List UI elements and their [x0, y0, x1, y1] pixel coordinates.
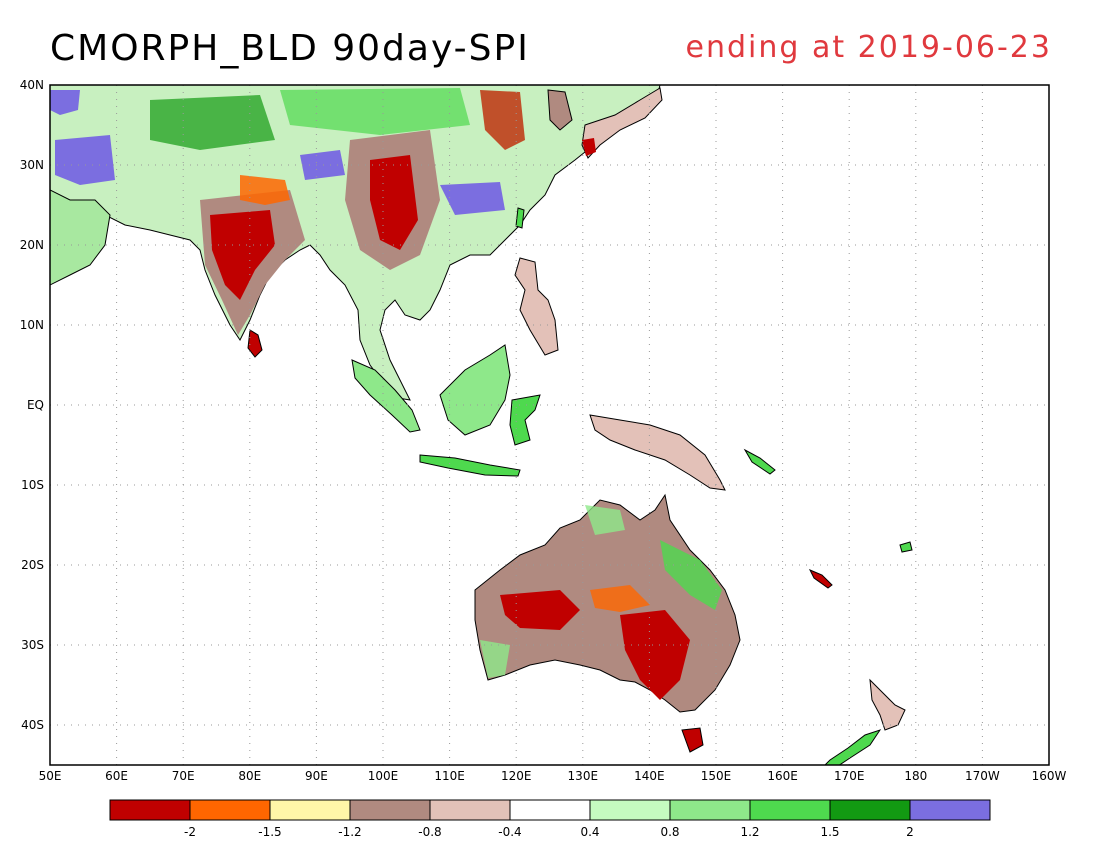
lon-label: 100E [368, 769, 399, 783]
mongolia-green [280, 88, 470, 135]
sumatra [351, 359, 421, 433]
lon-label: 170E [834, 769, 865, 783]
australia-east-wet [660, 540, 722, 610]
china-extreme-dry [370, 155, 418, 250]
legend-swatch [669, 799, 751, 821]
lat-label: 20N [20, 238, 44, 252]
legend-swatch [589, 799, 671, 821]
legend-label: -0.8 [418, 825, 441, 839]
lon-label: 140E [634, 769, 665, 783]
longitude-labels: 50E 60E 70E 80E 90E 100E 110E 120E 130E 140E 150E 1… [39, 769, 1067, 783]
australia-southwest-wet [480, 640, 510, 678]
lon-label: 130E [568, 769, 599, 783]
lat-label: 40S [21, 718, 44, 732]
lat-label: 20S [21, 558, 44, 572]
korea [547, 89, 573, 131]
map-frame [49, 84, 1050, 766]
australia-southeast-dry [620, 610, 690, 700]
map-layer [50, 85, 913, 765]
legend-swatch [429, 799, 511, 821]
australia-orange-band [590, 585, 650, 612]
new-guinea [589, 414, 726, 491]
lon-label: 50E [39, 769, 62, 783]
lon-label: 160W [1032, 769, 1067, 783]
iran-wet-patch [55, 135, 115, 185]
central-asia-green [150, 95, 275, 150]
lat-label: 30N [20, 158, 44, 172]
south-china-wet [440, 182, 505, 215]
west-wet-patch [50, 90, 80, 115]
new-zealand-south [824, 729, 882, 765]
lat-label: 10S [21, 478, 44, 492]
tibet-wet-patch [300, 150, 345, 180]
sri-lanka [247, 329, 263, 358]
lon-label: 70E [172, 769, 195, 783]
lon-label: 80E [238, 769, 261, 783]
legend-label: -1.2 [338, 825, 361, 839]
legend-label: -0.4 [498, 825, 521, 839]
borneo [439, 344, 511, 436]
lon-label: 160E [767, 769, 798, 783]
fiji [899, 541, 913, 553]
lat-label: 30S [21, 638, 44, 652]
lon-label: 60E [105, 769, 128, 783]
lon-label: 170W [965, 769, 1000, 783]
lon-label: 150E [701, 769, 732, 783]
legend-label: 2 [906, 825, 914, 839]
new-zealand-north [869, 678, 906, 731]
lon-label: 180 [904, 769, 927, 783]
lat-label: 10N [20, 318, 44, 332]
arabia-landmass [50, 189, 111, 286]
lon-label: 120E [501, 769, 532, 783]
tasmania [681, 727, 704, 753]
map-date: ending at 2019-06-23 [685, 30, 1052, 65]
legend-label: -1.5 [258, 825, 281, 839]
map-title: CMORPH_BLD 90day-SPI [50, 28, 530, 69]
legend-label: -2 [184, 825, 196, 839]
legend-label: 1.2 [740, 825, 759, 839]
solomon-islands [743, 448, 776, 475]
legend-label: 1.5 [820, 825, 839, 839]
australia-north-wet [585, 505, 625, 535]
legend-swatch [269, 799, 351, 821]
legend-label: 0.8 [660, 825, 679, 839]
legend-swatch [749, 799, 831, 821]
new-caledonia [808, 569, 833, 589]
legend-label: 0.4 [580, 825, 599, 839]
lon-label: 110E [434, 769, 465, 783]
lat-label: 40N [20, 78, 44, 92]
legend-swatch [509, 799, 591, 821]
color-legend: -2 -1.5 -1.2 -0.8 -0.4 0.4 0.8 1.2 1.5 2 [109, 799, 991, 839]
taiwan [515, 207, 525, 229]
legend-swatch [109, 799, 191, 821]
north-china-dry [480, 90, 525, 150]
legend-swatch [909, 799, 991, 821]
india-orange-band [240, 175, 290, 205]
lat-label: EQ [27, 398, 44, 412]
lon-label: 90E [305, 769, 328, 783]
java [419, 454, 521, 477]
kyushu-dry [582, 138, 596, 156]
legend-swatch [189, 799, 271, 821]
philippines [514, 257, 559, 356]
legend-swatch [349, 799, 431, 821]
australia-west-dry [500, 590, 580, 630]
latitude-labels: 40N 30N 20N 10N EQ 10S 20S 30S 40S [20, 78, 44, 732]
asia-landmass [50, 85, 661, 401]
sulawesi [509, 394, 541, 446]
india-extreme-dry [210, 210, 275, 300]
legend-swatch [829, 799, 911, 821]
